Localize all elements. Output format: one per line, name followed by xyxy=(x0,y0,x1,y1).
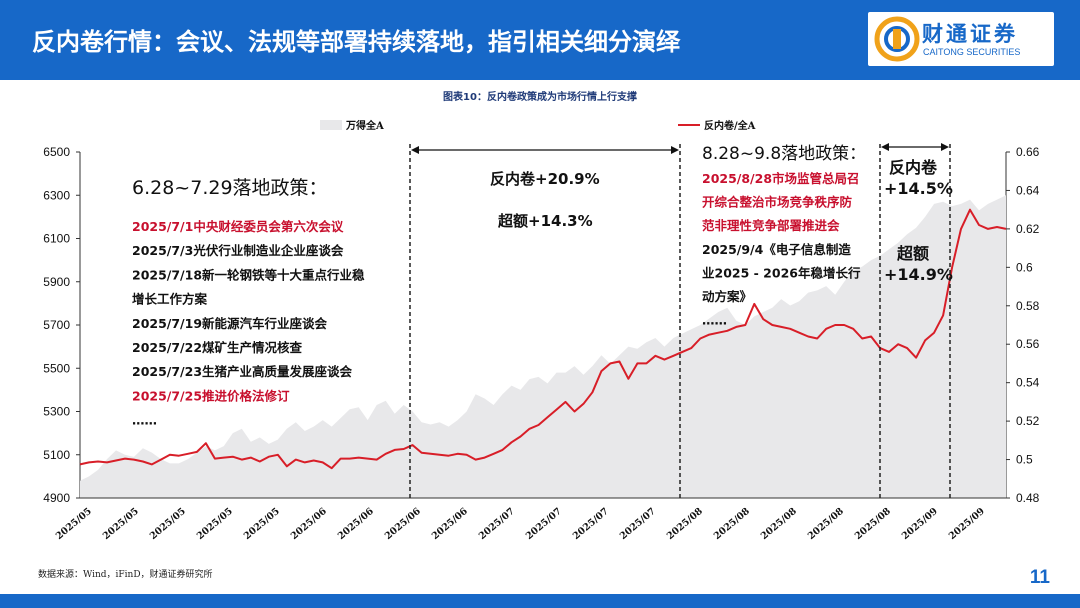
annotation-mid-label-2: 超额+14.3% xyxy=(497,212,593,230)
x-tick-label: 2025/07 xyxy=(524,506,564,542)
chart: 4900 5100 5300 5500 5700 5900 6100 6300 6500 0.4… xyxy=(43,119,1040,542)
left-tick-label: 5300 xyxy=(43,405,70,419)
annotation-left-item: 2025/7/18新一轮钢铁等十大重点行业稳 xyxy=(132,267,365,282)
x-tick-label: 2025/06 xyxy=(383,506,423,542)
annotation-far-label-2: +14.5% xyxy=(884,179,953,198)
x-tick-label: 2025/08 xyxy=(665,506,705,542)
left-tick-label: 6300 xyxy=(43,188,70,202)
annotation-right-item: 2025/8/28市场监管总局召 xyxy=(702,171,860,186)
left-axis: 4900 5100 5300 5500 5700 5900 6100 6300 6500 xyxy=(43,145,81,505)
line-series-layer xyxy=(79,208,1007,470)
x-tick-label: 2025/05 xyxy=(242,506,282,542)
x-tick-label: 2025/05 xyxy=(195,506,235,542)
left-tick-label: 5500 xyxy=(43,361,70,375)
figure-title: 图表10：反内卷政策成为市场行情上行支撑 xyxy=(443,92,637,103)
right-tick-label: 0.56 xyxy=(1016,337,1040,351)
series-area-wind-a xyxy=(80,195,1006,499)
page-title: 反内卷行情：会议、法规等部署持续落地，指引相关细分演绎 xyxy=(32,28,680,56)
annotation-right-item: 业2025 - 2026年稳增长行 xyxy=(702,265,861,280)
annotation-left-item: …… xyxy=(132,413,157,428)
x-tick-label: 2025/07 xyxy=(618,506,658,542)
source-note: 数据来源：Wind，iFinD，财通证券研究所 xyxy=(38,570,213,580)
left-tick-label: 5100 xyxy=(43,448,70,462)
footer-bar xyxy=(0,594,1080,608)
x-tick-label: 2025/08 xyxy=(853,506,893,542)
x-tick-label: 2025/08 xyxy=(759,506,799,542)
right-tick-label: 0.54 xyxy=(1016,376,1040,390)
left-tick-label: 5700 xyxy=(43,318,70,332)
annotation-right-item: 范非理性竞争部署推进会 xyxy=(702,218,840,233)
right-tick-label: 0.48 xyxy=(1016,491,1040,505)
right-tick-label: 0.6 xyxy=(1016,260,1033,274)
annotation-left-item: 2025/7/23生猪产业高质量发展座谈会 xyxy=(132,364,353,379)
annotation-left-title: 6.28~7.29落地政策： xyxy=(132,177,328,199)
logo-name: 财通证券 xyxy=(922,22,1018,46)
legend-label-area: 万得全A xyxy=(345,119,384,132)
x-tick-label: 2025/07 xyxy=(477,506,517,542)
right-tick-label: 0.62 xyxy=(1016,222,1040,236)
logo-icon xyxy=(874,16,920,62)
right-tick-label: 0.58 xyxy=(1016,299,1040,313)
left-tick-label: 6500 xyxy=(43,145,70,159)
annotation-right-item: 开综合整治市场竞争秩序防 xyxy=(702,195,853,210)
annotation-left-item: 2025/7/1中央财经委员会第六次会议 xyxy=(132,219,344,234)
header-bar: 反内卷行情：会议、法规等部署持续落地，指引相关细分演绎 财通证券 CAITONG… xyxy=(0,0,1080,80)
x-tick-label: 2025/08 xyxy=(712,506,752,542)
annotation-mid-label-1: 反内卷+20.9% xyxy=(490,170,600,188)
logo-subtitle: CAITONG SECURITIES xyxy=(923,47,1021,57)
left-tick-label: 5900 xyxy=(43,275,70,289)
annotation-right-item: 动方案》 xyxy=(702,289,752,304)
right-tick-label: 0.64 xyxy=(1016,183,1040,197)
annotation-left-item: 2025/7/25推进价格法修订 xyxy=(132,388,290,403)
range-arrow-2-left-head xyxy=(881,143,889,151)
right-axis: 0.48 0.5 0.52 0.54 0.56 0.58 0.6 0.62 0.64 0.66 xyxy=(1005,145,1040,505)
x-tick-label: 2025/06 xyxy=(430,506,470,542)
annotation-right-item: 2025/9/4《电子信息制造 xyxy=(702,242,851,257)
annotation-far-label-1: 反内卷 xyxy=(889,158,938,177)
annotation-left-item: 2025/7/19新能源汽车行业座谈会 xyxy=(132,316,328,331)
brand-logo: 财通证券 CAITONG SECURITIES xyxy=(868,12,1054,66)
annotation-left-item: 2025/7/3光伏行业制造业企业座谈会 xyxy=(132,243,344,258)
annotation-left-item: 2025/7/22煤矿生产情况核查 xyxy=(132,340,303,355)
series-line-anti-involution xyxy=(79,208,1007,470)
x-tick-label: 2025/05 xyxy=(54,506,94,542)
x-tick-label: 2025/09 xyxy=(900,506,940,542)
right-tick-label: 0.66 xyxy=(1016,145,1040,159)
x-tick-label: 2025/06 xyxy=(289,506,329,542)
annotation-right-title: 8.28~9.8落地政策： xyxy=(702,144,866,164)
left-tick-label: 6100 xyxy=(43,232,70,246)
x-tick-label: 2025/06 xyxy=(336,506,376,542)
range-arrow-2-right-head xyxy=(941,143,949,151)
left-tick-label: 4900 xyxy=(43,491,70,505)
x-tick-label: 2025/08 xyxy=(806,506,846,542)
x-tick-label: 2025/05 xyxy=(101,506,141,542)
x-tick-label: 2025/05 xyxy=(148,506,188,542)
right-tick-label: 0.5 xyxy=(1016,453,1033,467)
range-arrow-1-right-head xyxy=(671,146,679,154)
legend: 万得全A 反内卷/全A xyxy=(320,119,756,132)
x-tick-label: 2025/07 xyxy=(571,506,611,542)
range-arrow-1-left-head xyxy=(411,146,419,154)
annotation-right-item: …… xyxy=(702,313,727,328)
page-number: 11 xyxy=(1029,567,1050,588)
right-tick-label: 0.52 xyxy=(1016,414,1040,428)
x-tick-label: 2025/09 xyxy=(947,506,987,542)
annotation-left-item: 增长工作方案 xyxy=(132,292,208,307)
x-axis: 2025/05 2025/05 2025/05 2025/05 2025/05 2025/… xyxy=(54,497,1006,542)
legend-swatch-area xyxy=(320,120,342,130)
area-series-layer xyxy=(80,195,1006,499)
annotation-left-list: 2025/7/1中央财经委员会第六次会议 2025/7/3光伏行业制造业企业座谈会… xyxy=(132,219,365,428)
annotation-far-label-4: +14.9% xyxy=(884,265,953,284)
legend-label-line: 反内卷/全A xyxy=(704,119,756,132)
annotation-far-label-3: 超额 xyxy=(896,244,929,263)
